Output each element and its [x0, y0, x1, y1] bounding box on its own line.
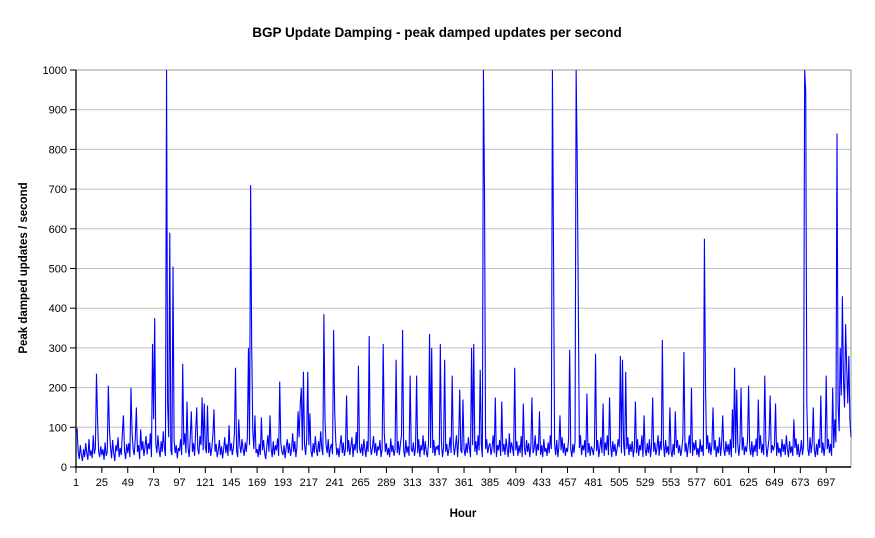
x-tick-label-697: 697 [817, 477, 835, 489]
y-tick-label-500: 500 [49, 264, 67, 276]
y-tick-label-0: 0 [61, 462, 67, 474]
y-axis-ticks [70, 69, 76, 468]
x-tick-label-49: 49 [122, 477, 134, 489]
x-tick-label-265: 265 [351, 477, 369, 489]
y-tick-label-900: 900 [49, 105, 67, 117]
y-axis-title: Peak damped updates / second [18, 182, 30, 353]
x-axis-title: Hour [450, 508, 477, 520]
x-tick-label-649: 649 [765, 477, 783, 489]
x-tick-label-409: 409 [507, 477, 525, 489]
x-tick-label-361: 361 [455, 477, 473, 489]
x-tick-label-481: 481 [584, 477, 602, 489]
x-axis-tick-labels: 1 25 49 73 97 121 145 169 193 217 241 265 289 313 337 3… [73, 477, 835, 489]
x-tick-label-385: 385 [481, 477, 499, 489]
y-axis-tick-labels: 0 100 200 300 400 500 600 700 800 900 1000 [43, 65, 67, 474]
x-tick-label-577: 577 [688, 477, 706, 489]
x-tick-label-433: 433 [532, 477, 550, 489]
y-tick-label-1000: 1000 [43, 65, 67, 77]
x-tick-label-289: 289 [377, 477, 395, 489]
x-tick-label-673: 673 [791, 477, 809, 489]
x-axis-ticks [75, 467, 827, 473]
x-tick-label-505: 505 [610, 477, 628, 489]
x-tick-label-529: 529 [636, 477, 654, 489]
y-tick-label-200: 200 [49, 383, 67, 395]
chart-title: BGP Update Damping - peak damped updates… [252, 25, 622, 40]
y-tick-label-800: 800 [49, 144, 67, 156]
x-tick-label-121: 121 [196, 477, 214, 489]
y-tick-label-600: 600 [49, 224, 67, 236]
x-tick-label-553: 553 [662, 477, 680, 489]
x-tick-label-73: 73 [147, 477, 159, 489]
y-tick-label-300: 300 [49, 343, 67, 355]
data-series-line [75, 69, 852, 462]
x-tick-label-625: 625 [739, 477, 757, 489]
y-tick-label-400: 400 [49, 303, 67, 315]
x-tick-label-601: 601 [714, 477, 732, 489]
x-tick-label-457: 457 [558, 477, 576, 489]
y-tick-label-700: 700 [49, 184, 67, 196]
x-tick-label-25: 25 [96, 477, 108, 489]
x-tick-label-337: 337 [429, 477, 447, 489]
x-tick-label-169: 169 [248, 477, 266, 489]
x-tick-label-97: 97 [173, 477, 185, 489]
x-tick-label-145: 145 [222, 477, 240, 489]
x-tick-label-1: 1 [73, 477, 79, 489]
gridlines [76, 69, 852, 467]
x-tick-label-193: 193 [274, 477, 292, 489]
x-tick-label-241: 241 [326, 477, 344, 489]
y-tick-label-100: 100 [49, 422, 67, 434]
x-tick-label-217: 217 [300, 477, 318, 489]
x-tick-label-313: 313 [403, 477, 421, 489]
